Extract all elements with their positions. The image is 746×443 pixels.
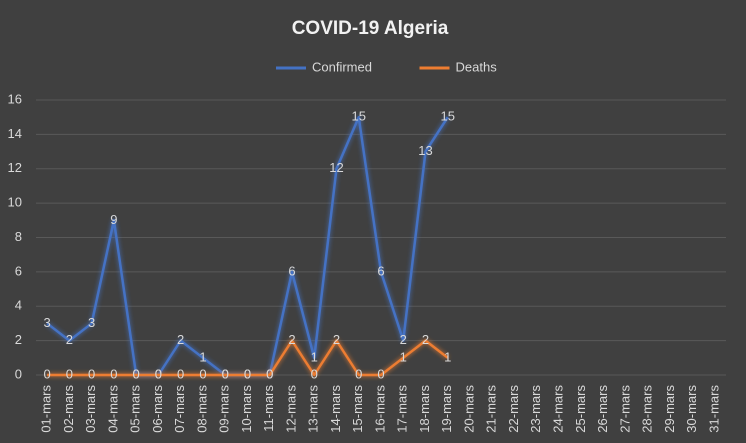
data-label: 15: [352, 109, 366, 124]
x-tick-label: 13-mars: [306, 385, 321, 433]
data-label: 2: [400, 332, 407, 347]
y-tick-label: 6: [15, 263, 22, 278]
data-label: 0: [88, 366, 95, 381]
y-tick-label: 10: [8, 195, 22, 210]
data-label: 0: [222, 366, 229, 381]
x-tick-label: 05-mars: [128, 385, 143, 433]
y-tick-label: 12: [8, 160, 22, 175]
x-tick-label: 18-mars: [417, 385, 432, 433]
x-tick-label: 10-mars: [239, 385, 254, 433]
data-label: 2: [177, 332, 184, 347]
x-tick-label: 12-mars: [283, 385, 298, 433]
data-label: 0: [377, 366, 384, 381]
data-label: 13: [418, 143, 432, 158]
y-tick-label: 8: [15, 229, 22, 244]
x-tick-label: 25-mars: [573, 385, 588, 433]
x-tick-label: 23-mars: [528, 385, 543, 433]
x-tick-label: 20-mars: [461, 385, 476, 433]
series-line: [47, 339, 449, 377]
y-tick-label: 2: [15, 332, 22, 347]
x-tick-label: 26-mars: [595, 385, 610, 433]
data-label: 9: [110, 212, 117, 227]
x-tick-label: 17-mars: [395, 385, 410, 433]
x-tick-label: 19-mars: [439, 385, 454, 433]
x-tick-label: 14-mars: [328, 385, 343, 433]
data-label: 1: [199, 349, 206, 364]
data-label: 0: [66, 366, 73, 381]
x-tick-label: 28-mars: [640, 385, 655, 433]
x-tick-label: 24-mars: [551, 385, 566, 433]
x-tick-label: 30-mars: [684, 385, 699, 433]
x-tick-label: 27-mars: [617, 385, 632, 433]
x-tick-label: 22-mars: [506, 385, 521, 433]
x-tick-label: 06-mars: [150, 385, 165, 433]
legend-label: Confirmed: [312, 59, 372, 74]
chart-title: COVID-19 Algeria: [292, 18, 449, 39]
y-tick-label: 4: [15, 298, 22, 313]
x-tick-label: 16-mars: [372, 385, 387, 433]
data-label: 1: [400, 349, 407, 364]
data-label: 0: [177, 366, 184, 381]
data-label: 6: [377, 263, 384, 278]
x-tick-label: 29-mars: [662, 385, 677, 433]
data-label: 6: [288, 263, 295, 278]
data-label: 0: [155, 366, 162, 381]
x-tick-label: 31-mars: [706, 385, 721, 433]
data-label: 1: [444, 349, 451, 364]
data-label: 3: [88, 315, 95, 330]
data-label: 0: [266, 366, 273, 381]
x-tick-label: 08-mars: [194, 385, 209, 433]
data-label: 1: [311, 349, 318, 364]
data-label: 0: [355, 366, 362, 381]
data-label: 0: [110, 366, 117, 381]
x-tick-label: 15-mars: [350, 385, 365, 433]
x-tick-label: 11-mars: [261, 385, 276, 432]
y-tick-label: 14: [8, 126, 22, 141]
data-label: 2: [422, 332, 429, 347]
data-label: 2: [333, 332, 340, 347]
x-tick-label: 02-mars: [61, 385, 76, 433]
data-label: 0: [244, 366, 251, 381]
x-tick-label: 01-mars: [39, 385, 54, 433]
y-tick-label: 16: [8, 91, 22, 106]
data-label: 2: [66, 332, 73, 347]
data-label: 2: [288, 332, 295, 347]
data-label: 0: [133, 366, 140, 381]
y-tick-label: 0: [15, 366, 22, 381]
x-tick-label: 21-mars: [484, 385, 499, 433]
series-line: [46, 115, 449, 377]
x-tick-label: 09-mars: [217, 385, 232, 433]
data-label: 12: [329, 160, 343, 175]
legend-label: Deaths: [456, 59, 498, 74]
x-tick-label: 04-mars: [105, 385, 120, 433]
data-label: 0: [311, 366, 318, 381]
x-tick-label: 07-mars: [172, 385, 187, 433]
data-label: 0: [199, 366, 206, 381]
data-label: 3: [44, 315, 51, 330]
x-tick-label: 03-mars: [83, 385, 98, 433]
data-label: 0: [44, 366, 51, 381]
data-label: 15: [441, 109, 455, 124]
